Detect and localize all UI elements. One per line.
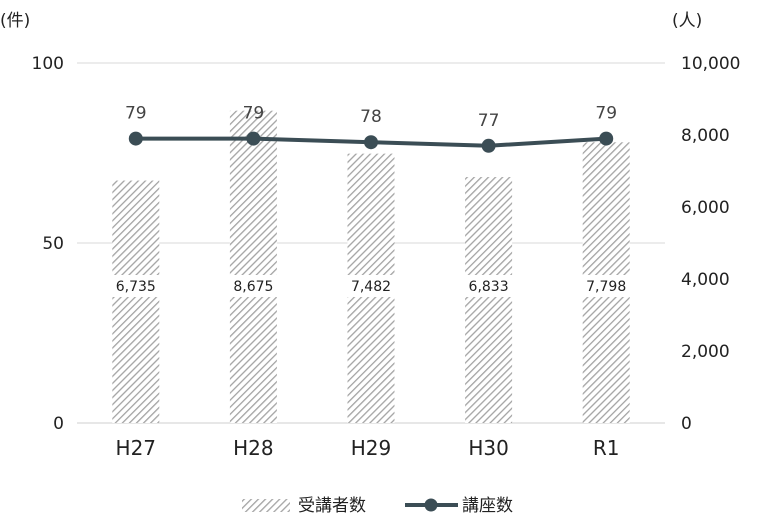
line-point — [599, 131, 614, 146]
left-axis-ticks: 0 50 100 — [32, 54, 64, 434]
bar-value-label: 8,675 — [233, 279, 273, 295]
line-point — [481, 138, 496, 153]
left-axis-tick-label: 0 — [53, 414, 64, 434]
bar — [112, 180, 160, 423]
bar — [229, 110, 277, 423]
x-axis-tick-label: R1 — [593, 436, 620, 460]
bar-value-labels: 6,735 8,675 7,482 6,833 7,798 — [109, 275, 633, 297]
bar-label-background — [462, 275, 516, 297]
x-axis-tick-label: H27 — [116, 436, 157, 460]
legend: 受講者数 講座数 — [242, 496, 513, 516]
bar-value-label: 7,482 — [351, 279, 391, 295]
line-value-label: 77 — [478, 111, 500, 131]
right-axis-tick-label: 8,000 — [681, 126, 730, 146]
left-axis-tick-label: 50 — [42, 234, 64, 254]
line-value-label: 78 — [360, 107, 382, 127]
right-axis-tick-label: 0 — [681, 414, 692, 434]
legend-line-marker — [424, 498, 438, 512]
x-axis-tick-label: H30 — [468, 436, 509, 460]
legend-bar-swatch — [242, 499, 290, 512]
bar-label-background — [226, 275, 280, 297]
line-point — [364, 135, 378, 150]
line-point — [246, 131, 261, 146]
line-value-label: 79 — [125, 104, 147, 124]
bar — [465, 177, 513, 423]
right-axis-unit-label: (人) — [672, 11, 702, 31]
legend-bar-label: 受講者数 — [298, 496, 366, 516]
right-axis-tick-label: 2,000 — [681, 342, 730, 362]
right-axis-tick-label: 6,000 — [681, 198, 730, 218]
left-axis-unit-label: (件) — [0, 11, 30, 31]
bar-series — [112, 110, 630, 423]
line-value-label: 79 — [243, 104, 265, 124]
line-series: 79 79 78 77 79 — [125, 104, 617, 153]
bar-label-background — [109, 275, 163, 297]
x-axis-tick-label: H29 — [351, 436, 392, 460]
x-axis-ticks: H27 H28 H29 H30 R1 — [116, 436, 620, 460]
bar-value-label: 7,798 — [586, 279, 626, 295]
right-axis-tick-label: 10,000 — [681, 54, 740, 74]
line-value-label: 79 — [595, 104, 617, 124]
line-point — [128, 131, 143, 146]
left-axis-tick-label: 100 — [32, 54, 64, 74]
x-axis-tick-label: H28 — [233, 436, 274, 460]
bar-label-background — [344, 275, 398, 297]
right-axis-ticks: 0 2,000 4,000 6,000 8,000 10,000 — [681, 54, 740, 434]
bar-value-label: 6,833 — [469, 279, 509, 295]
bar-value-label: 6,735 — [116, 279, 156, 295]
right-axis-tick-label: 4,000 — [681, 270, 730, 290]
legend-line-label: 講座数 — [462, 496, 513, 516]
bar-label-background — [579, 275, 633, 297]
